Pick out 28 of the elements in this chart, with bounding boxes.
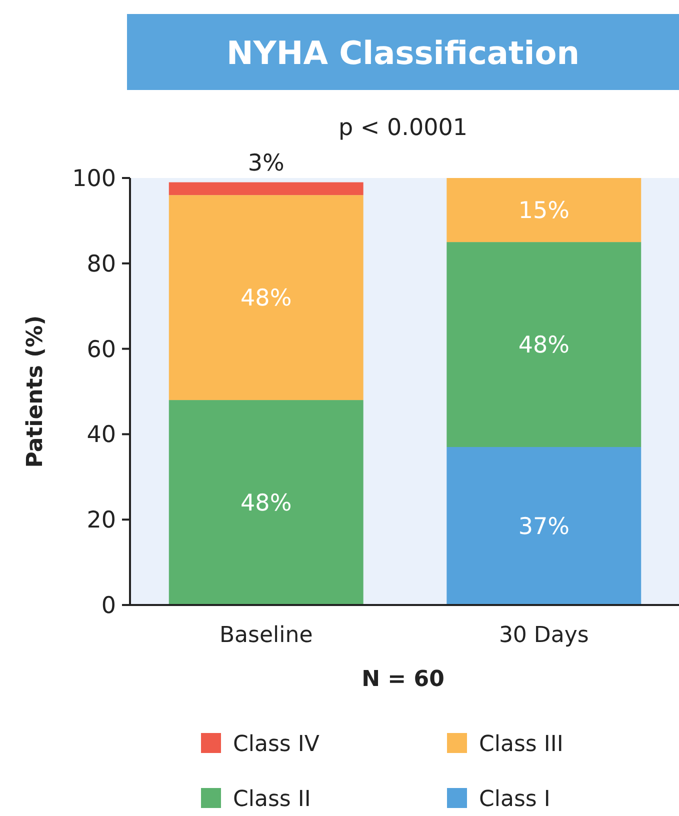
legend-label: Class III xyxy=(479,732,564,757)
data-label: 48% xyxy=(518,332,570,359)
y-tick-label: 20 xyxy=(86,508,116,534)
bar xyxy=(446,178,642,242)
bar xyxy=(168,182,364,196)
bar xyxy=(168,195,364,400)
bar xyxy=(168,400,364,605)
x-axis-title: N = 60 xyxy=(362,667,444,692)
y-tick-label: 60 xyxy=(86,336,116,363)
y-axis-title: Patients (%) xyxy=(23,315,48,468)
y-tick-label: 40 xyxy=(86,422,116,448)
y-tick-label: 0 xyxy=(101,593,116,619)
bar xyxy=(446,242,642,448)
chart-subtitle: p < 0.0001 xyxy=(338,115,468,141)
data-label: 48% xyxy=(240,286,292,312)
data-label: 48% xyxy=(240,490,292,517)
bar xyxy=(446,447,642,605)
y-tick-label: 100 xyxy=(72,166,116,192)
y-tick-label: 80 xyxy=(86,251,116,278)
x-tick-label: 30 Days xyxy=(498,623,589,648)
data-label: 3% xyxy=(248,150,284,176)
legend-label: Class II xyxy=(233,787,311,812)
x-tick-label: Baseline xyxy=(219,623,313,648)
data-label: 37% xyxy=(518,514,570,540)
legend-label: Class I xyxy=(479,787,550,812)
data-label: 15% xyxy=(518,198,570,224)
legend-label: Class IV xyxy=(233,732,320,757)
chart-title: NYHA Classification xyxy=(226,34,580,72)
